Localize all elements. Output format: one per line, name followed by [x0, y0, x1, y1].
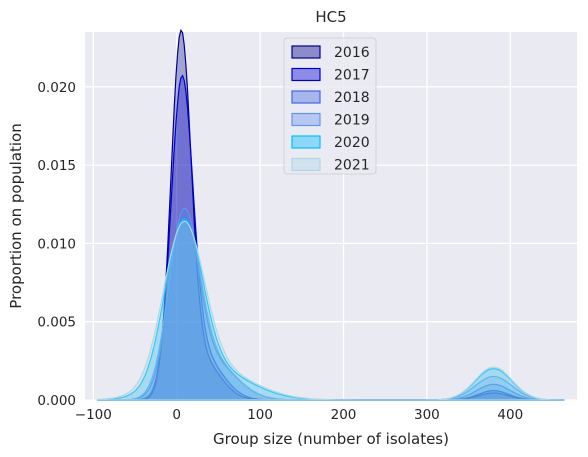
y-tick-label: 0.020: [37, 80, 76, 96]
y-axis-label: Proportion on population: [7, 123, 25, 308]
y-tick-label: 0.015: [37, 158, 76, 174]
x-axis-label: Group size (number of isolates): [213, 430, 449, 448]
x-tick-label: 300: [414, 407, 440, 423]
x-tick-label: −100: [75, 407, 112, 423]
legend-swatch-2018: [292, 91, 320, 103]
x-tick-label: 200: [331, 407, 357, 423]
legend-label-2017: 2017: [334, 68, 370, 84]
legend-label-2016: 2016: [334, 45, 370, 61]
y-axis-ticks: 0.000 0.005 0.010 0.015 0.020: [37, 80, 76, 409]
x-tick-label: 100: [247, 407, 273, 423]
legend-label-2019: 2019: [334, 113, 370, 129]
legend-label-2018: 2018: [334, 90, 370, 106]
x-tick-label: 0: [172, 407, 181, 423]
x-axis-ticks: −100 0 100 200 300 400: [75, 407, 523, 423]
y-tick-label: 0.005: [37, 315, 76, 331]
legend-swatch-2021: [292, 159, 320, 171]
legend: 2016 2017 2018 2019 2020 2021: [284, 38, 376, 174]
legend-swatch-2017: [292, 69, 320, 81]
legend-swatch-2019: [292, 114, 320, 126]
y-tick-label: 0.010: [37, 236, 76, 252]
x-tick-label: 400: [497, 407, 523, 423]
legend-swatch-2020: [292, 136, 320, 148]
legend-label-2020: 2020: [334, 135, 370, 151]
legend-label-2021: 2021: [334, 158, 370, 174]
chart-title: HC5: [315, 8, 346, 26]
y-tick-label: 0.000: [37, 393, 76, 409]
legend-swatch-2016: [292, 46, 320, 58]
